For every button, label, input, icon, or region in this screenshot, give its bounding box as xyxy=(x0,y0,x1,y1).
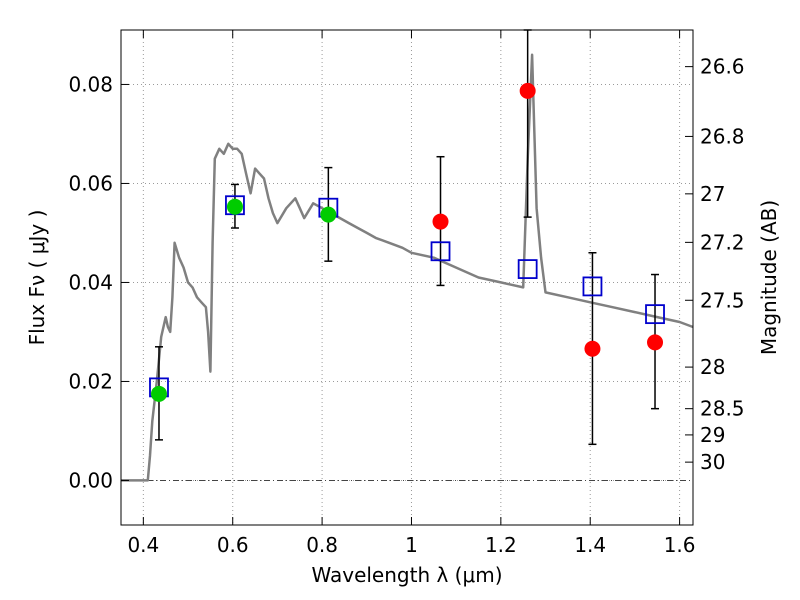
y2-tick-label: 26.6 xyxy=(700,55,745,79)
model-flux-boxes xyxy=(149,195,665,398)
y-tick-label: 0.08 xyxy=(68,72,113,96)
x-tick-label: 0.4 xyxy=(127,533,159,557)
x-tick-label: 1 xyxy=(405,533,418,557)
optical-data-point xyxy=(226,198,243,215)
y-axis-label: Flux Fν ( μJy ) xyxy=(25,210,49,346)
y-tick-label: 0.06 xyxy=(68,171,113,195)
y2-tick-label: 28 xyxy=(700,355,725,379)
errorbars xyxy=(154,29,660,446)
x-axis-label: Wavelength λ (μm) xyxy=(311,563,502,587)
optical-data-point xyxy=(150,385,167,402)
nir-data-point xyxy=(584,340,601,357)
y-tick-label: 0.00 xyxy=(68,468,113,492)
y2-tick-label: 28.5 xyxy=(700,397,745,421)
y2-tick-label: 26.8 xyxy=(700,124,745,148)
y2-tick-labels: 26.6 26.8 27 27.2 27.5 28 28.529 30 xyxy=(700,55,745,475)
model-flux-box xyxy=(430,241,451,262)
nir-data-point xyxy=(519,82,536,99)
y-tick-labels: 0.00 0.02 0.04 0.06 0.08 xyxy=(68,72,113,492)
optical-data-point xyxy=(320,206,337,223)
x-tick-label: 0.6 xyxy=(217,533,249,557)
nir-data-point xyxy=(432,213,449,230)
y2-tick-label: 27.5 xyxy=(700,288,745,312)
y2-tick-label: 29 xyxy=(700,423,725,447)
y2-tick-label: 27 xyxy=(700,182,725,206)
y2-tick-label: 27.2 xyxy=(700,230,745,254)
grid-lines xyxy=(121,30,693,525)
x-tick-label: 1.4 xyxy=(574,533,606,557)
plot-frame xyxy=(120,29,694,526)
y-tick-label: 0.04 xyxy=(68,270,113,294)
x-tick-label: 1.2 xyxy=(485,533,517,557)
y2-axis-label: Magnitude (AB) xyxy=(757,200,781,355)
model-flux-box xyxy=(645,304,665,325)
axis-ticks xyxy=(121,30,693,525)
y-tick-label: 0.02 xyxy=(68,369,113,393)
x-tick-label: 1.6 xyxy=(664,533,696,557)
model-sed-line xyxy=(121,53,694,482)
x-tick-labels: 0.4 0.6 0.8 1 1.2 1.4 1.6 xyxy=(127,533,695,557)
y2-tick-label: 30 xyxy=(700,450,725,474)
model-flux-box xyxy=(517,259,538,279)
model-flux-box xyxy=(582,276,603,297)
observed-points xyxy=(150,82,664,402)
nir-data-point xyxy=(647,334,664,351)
x-tick-label: 0.8 xyxy=(306,533,338,557)
